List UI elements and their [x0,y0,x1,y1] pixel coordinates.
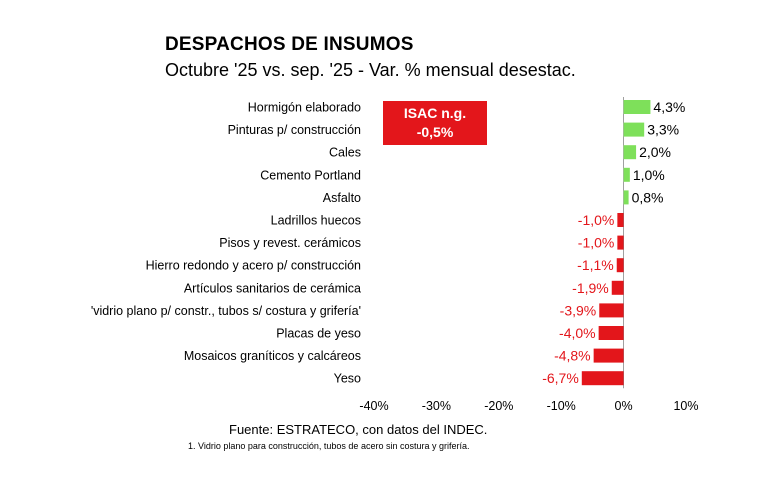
bar [623,100,651,114]
data-label: 0,8% [632,189,664,205]
category-label: Pisos y revest. cerámicos [219,236,361,250]
tick-label: -10% [547,399,576,413]
data-label: 3,3% [647,122,679,138]
chart-subtitle: Octubre '25 vs. sep. '25 - Var. % mensua… [165,60,576,80]
isac-badge-value: -0,5% [416,124,454,140]
data-label: -1,0% [578,212,615,228]
category-label: Asfalto [323,191,361,205]
category-label: 'vidrio plano p/ constr., tubos s/ costu… [91,304,361,318]
category-label: Hierro redondo y acero p/ construcción [146,259,361,273]
data-label: -4,0% [559,325,596,341]
category-label: Hormigón elaborado [248,101,361,115]
bar [611,280,624,295]
data-label: -1,0% [578,235,615,251]
bar [623,190,629,205]
category-label: Artículos sanitarios de cerámica [184,281,361,295]
category-label: Placas de yeso [276,327,361,341]
bar [593,348,624,363]
bar [623,122,645,137]
category-label: Mosaicos graníticos y calcáreos [184,349,361,363]
bar [623,145,637,160]
tick-label: 10% [673,399,698,413]
bar [598,326,624,340]
data-label: -1,9% [572,280,609,296]
footnote: 1. Vidrio plano para construcción, tubos… [188,441,470,451]
bar [599,303,624,318]
tick-label: -40% [359,399,388,413]
bar [581,371,624,386]
data-label: -1,1% [577,257,614,273]
bar [623,167,630,182]
chart-title: DESPACHOS DE INSUMOS [165,34,414,55]
data-label: -6,7% [542,370,579,386]
category-label: Yeso [334,372,361,386]
tick-label: -30% [422,399,451,413]
bar [617,235,624,250]
tick-label: -20% [484,399,513,413]
data-label: 4,3% [653,99,685,115]
isac-badge-label: ISAC n.g. [403,105,467,121]
data-label: 1,0% [633,167,665,183]
category-label: Pinturas p/ construcción [228,123,361,137]
category-label: Cemento Portland [260,168,361,182]
bar [617,213,624,227]
category-label: Ladrillos huecos [271,214,361,228]
data-label: 2,0% [639,144,671,160]
bar [616,258,624,273]
data-label: -4,8% [554,348,591,364]
isac-badge: ISAC n.g. -0,5% [383,101,487,145]
tick-label: 0% [615,399,633,413]
data-label: -3,9% [560,302,597,318]
source-text: Fuente: ESTRATECO, con datos del INDEC. [229,422,488,437]
category-label: Cales [329,146,361,160]
